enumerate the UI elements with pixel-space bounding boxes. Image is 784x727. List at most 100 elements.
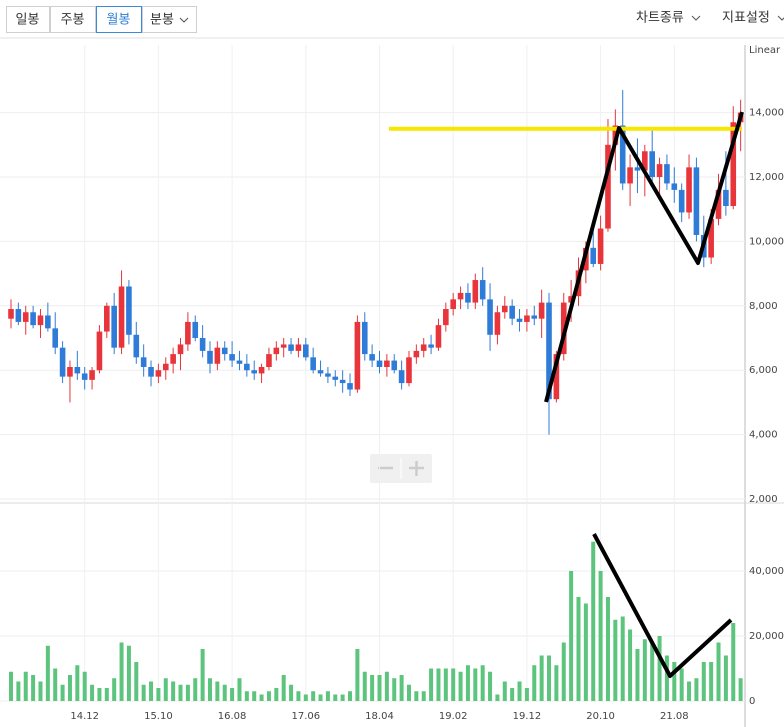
candle-body [634, 167, 641, 171]
x-tick-label: 19.12 [513, 711, 542, 722]
candle-body [258, 366, 265, 374]
volume-bar [384, 671, 389, 701]
candle-body [310, 357, 316, 371]
candle-body [590, 247, 597, 264]
volume-bar [569, 570, 574, 701]
candle-body [384, 360, 390, 367]
candle-body [708, 218, 714, 258]
volume-bar [679, 668, 684, 701]
menu-label[interactable]: 차트종류 [636, 11, 684, 26]
x-tick-label: 17.06 [291, 711, 320, 722]
candle-body [723, 189, 729, 206]
candle-body [45, 315, 51, 329]
x-tick-label: 20.10 [586, 711, 615, 722]
candle-body [244, 363, 250, 371]
volume-bar [613, 619, 618, 701]
volume-bar [104, 687, 109, 701]
volume-bar [333, 694, 338, 701]
volume-bar [274, 687, 279, 701]
candle-body [288, 344, 294, 351]
candle-body [398, 370, 405, 384]
tab-button[interactable] [50, 6, 96, 33]
candle-body [273, 347, 280, 355]
tab-button[interactable] [6, 6, 50, 33]
volume-bar [657, 635, 662, 701]
volume-bar [281, 674, 286, 701]
volume-bar [664, 655, 669, 701]
volume-bar [171, 681, 176, 701]
candle-body [347, 383, 353, 390]
x-tick-label: 21.08 [660, 711, 689, 722]
volume-bar [406, 684, 411, 701]
candle-body [553, 354, 560, 400]
candle-body [538, 302, 545, 319]
y-tick-label: 6,000 [749, 365, 778, 376]
volume-bar [252, 691, 257, 701]
candle-body [155, 370, 162, 377]
candle-body [81, 373, 88, 380]
volume-bar [510, 687, 515, 701]
candle-body [133, 334, 140, 358]
candle-body [332, 376, 339, 380]
candle-body [96, 331, 103, 371]
volume-bar [156, 687, 161, 701]
volume-bar [149, 681, 154, 701]
volume-bar [583, 603, 588, 701]
volume-bar [311, 691, 316, 701]
candle-body [686, 167, 692, 213]
volume-bar [451, 668, 456, 701]
volume-bar [318, 694, 323, 701]
candle-body [715, 189, 722, 219]
candle-body [59, 347, 66, 377]
volume-bar [532, 665, 537, 701]
volume-bar [112, 678, 117, 701]
candle-body [236, 360, 243, 364]
candle-body [568, 296, 574, 303]
volume-bar [458, 671, 463, 701]
candle-body [30, 312, 36, 326]
volume-bar [31, 674, 36, 701]
candle-body [494, 312, 501, 335]
volume-bar [289, 684, 294, 701]
candle-body [199, 338, 206, 351]
candle-body [295, 344, 302, 351]
candle-body [140, 357, 147, 367]
volume-bar [141, 684, 146, 701]
y-tick-label: 20,000,0 [749, 631, 784, 642]
tab-button[interactable] [96, 6, 142, 33]
volume-bar [377, 674, 382, 701]
volume-bar [193, 678, 198, 701]
candle-body [185, 321, 191, 345]
candle-body [678, 189, 685, 213]
candle-body [420, 344, 427, 351]
chevron [179, 17, 189, 23]
candle-body [74, 366, 81, 374]
volume-bar [16, 681, 21, 701]
volume-bar [325, 691, 330, 701]
candle-body [413, 350, 420, 358]
volume-bar [90, 684, 95, 701]
candle-body [450, 299, 456, 310]
volume-bar [576, 596, 581, 701]
volume-bar [266, 691, 271, 701]
candle-body [104, 305, 110, 332]
volume-bar [67, 674, 72, 701]
volume-bar [554, 665, 559, 701]
volume-bar [185, 684, 190, 701]
candle-body [627, 167, 633, 184]
volume-bar [539, 655, 544, 701]
x-tick-label: 15.10 [144, 711, 173, 722]
volume-bar [178, 684, 183, 701]
volume-bar [23, 671, 28, 701]
volume-bar [414, 691, 419, 701]
candle-body [177, 344, 184, 355]
candle-body [524, 315, 530, 322]
candle-body [391, 360, 398, 371]
volume-bar [694, 678, 699, 701]
tab-label: 주봉 [61, 13, 85, 28]
volume-bar [421, 691, 426, 701]
candle-body [162, 363, 169, 371]
volume-bar [738, 678, 743, 701]
menu-label[interactable]: 지표설정 [722, 11, 770, 26]
tab-button[interactable] [142, 6, 197, 33]
